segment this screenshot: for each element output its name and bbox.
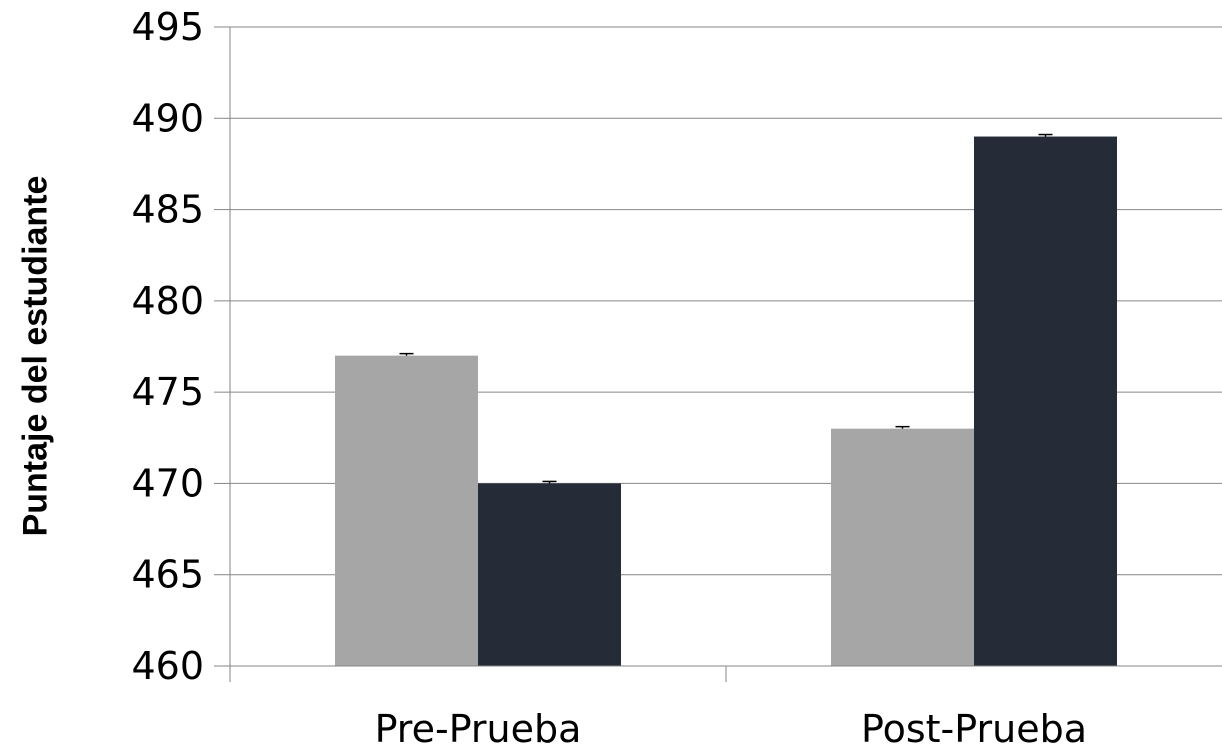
y-tick-label: 485 — [131, 188, 204, 232]
y-tick-label: 490 — [131, 96, 204, 140]
x-tick-label: Post-Prueba — [861, 707, 1087, 746]
bar — [831, 428, 974, 666]
y-axis-label: Puntaje del estudiante — [16, 175, 55, 537]
y-tick-label: 460 — [131, 644, 204, 688]
y-tick-label: 470 — [131, 461, 204, 505]
bar — [335, 355, 478, 666]
y-tick-label: 480 — [131, 279, 204, 323]
y-tick-label: 495 — [131, 5, 204, 49]
bar — [974, 136, 1117, 667]
x-tick-label: Pre-Prueba — [375, 707, 582, 746]
y-tick-label: 475 — [131, 370, 204, 414]
y-tick-label: 465 — [131, 553, 204, 597]
bar — [478, 483, 621, 666]
